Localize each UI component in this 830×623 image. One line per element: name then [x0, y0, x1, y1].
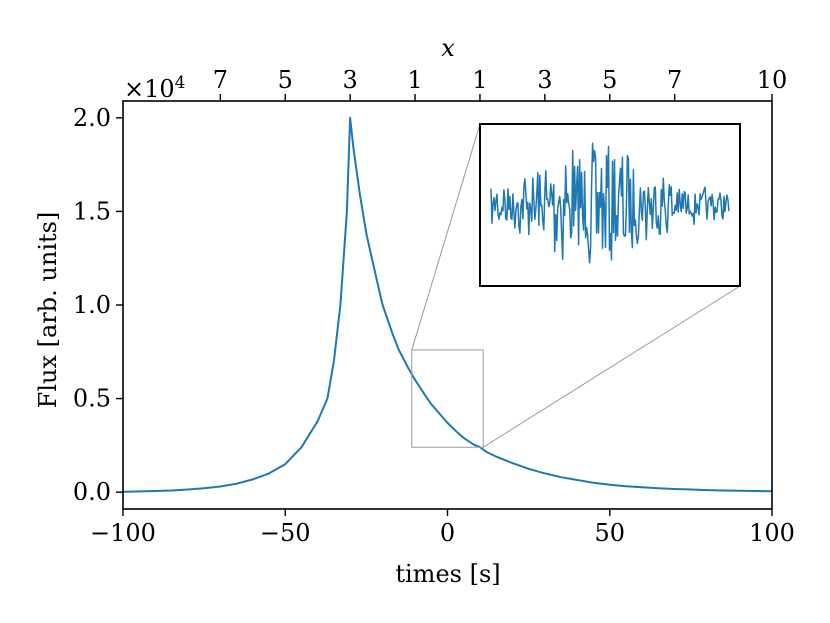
top-tick-label-5: 3: [537, 66, 552, 94]
top-tick-label-3: 1: [407, 66, 422, 94]
top-tick-label-2: 3: [343, 66, 358, 94]
top-tick-label-4: 1: [472, 66, 487, 94]
plot-area: [122, 116, 773, 493]
inset-series-line: [490, 142, 730, 264]
inset-frame: [479, 123, 741, 287]
top-tick-label-1: 5: [278, 66, 293, 94]
x-tick-label-1: −50: [260, 519, 311, 547]
y-axis-label: Flux [arb. units]: [34, 212, 62, 409]
top-tick-label-7: 7: [667, 66, 682, 94]
x-tick-label-0: −100: [90, 519, 156, 547]
zoom-box: [411, 349, 484, 448]
y-tick-label-2: 1.0: [73, 291, 111, 319]
inset: [411, 123, 741, 448]
x-tick-label-4: 100: [749, 519, 795, 547]
y-offset-exponent: 4: [175, 73, 186, 93]
series-line-0: [122, 116, 773, 493]
x-axis-label: times [s]: [395, 560, 500, 588]
top-tick-label-6: 5: [602, 66, 617, 94]
zoom-connector-bottom: [482, 285, 741, 448]
zoom-connector-top: [411, 123, 481, 351]
y-offset-label: ×104: [124, 73, 185, 103]
x-tick-label-2: 0: [440, 519, 455, 547]
top-tick-label-8: 10: [757, 66, 788, 94]
y-tick-label-1: 0.5: [73, 385, 111, 413]
y-tick-label-0: 0.0: [73, 478, 111, 506]
x-tick-label-3: 50: [594, 519, 625, 547]
y-tick-label-3: 1.5: [73, 197, 111, 225]
axes: −100 −50 0 50 100 0.0 0.5 1.0 1.5 2.0 7 5 3 1 1 3 5 7 10: [73, 66, 795, 547]
y-tick-label-4: 2.0: [73, 104, 111, 132]
top-axis-label: x: [441, 34, 455, 62]
top-tick-label-0: 7: [213, 66, 228, 94]
y-offset-base: ×10: [124, 75, 175, 103]
